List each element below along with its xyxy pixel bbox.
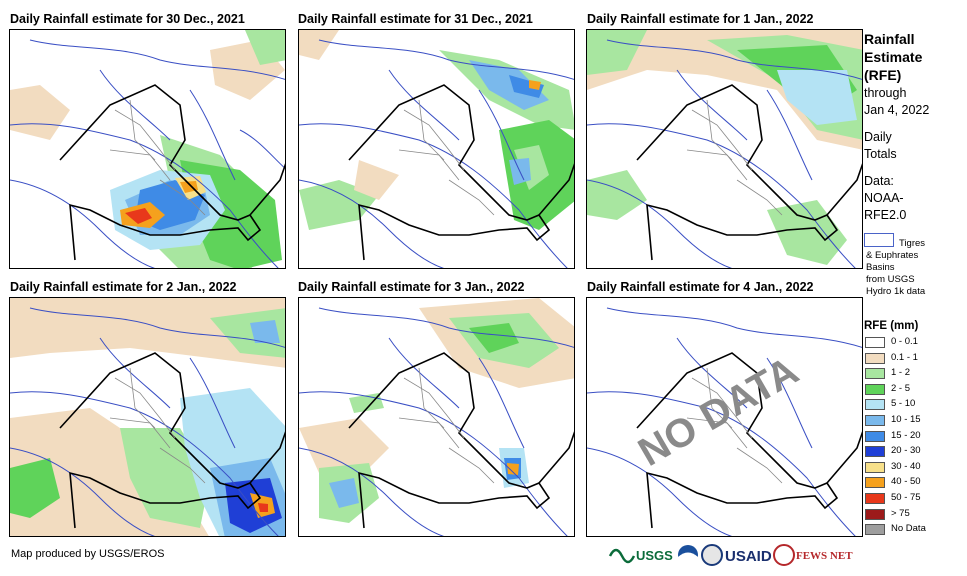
- through-label: through: [864, 86, 907, 100]
- data-label: Data:: [864, 174, 894, 188]
- panel-title-2jan: Daily Rainfall estimate for 2 Jan., 2022: [10, 280, 237, 294]
- legend-label: 0.1 - 1: [891, 351, 918, 363]
- province-lines: [109, 367, 206, 484]
- legend-swatch: [865, 399, 885, 411]
- legend-label: 50 - 75: [891, 492, 921, 503]
- legend-label: 1 - 2: [891, 367, 911, 379]
- sidebar-title: Rainfall Estimate (RFE): [864, 30, 922, 84]
- river-network: [10, 307, 285, 536]
- map-panel-1jan: [586, 29, 863, 269]
- legend-swatch: [865, 477, 885, 489]
- legend-label: 0 - 0.1: [891, 336, 918, 347]
- legend-swatch: [865, 383, 885, 395]
- legend-swatch: [865, 508, 885, 520]
- map-panel-4jan: NO DATA: [586, 297, 863, 537]
- legend-swatch: [865, 461, 885, 473]
- basin-label-5: Hydro 1k data: [866, 286, 926, 297]
- panel-title-30dec: Daily Rainfall estimate for 30 Dec., 202…: [10, 12, 245, 26]
- dhs-seal-icon: [701, 544, 723, 566]
- usaid-logo-text: USAID: [725, 548, 772, 565]
- legend-label: 5 - 10: [891, 398, 916, 410]
- legend-label: 2 - 5: [891, 382, 911, 394]
- legend-swatch: [865, 524, 885, 536]
- legend-label: 10 - 15: [891, 414, 921, 425]
- sidebar-title-line: (RFE): [864, 67, 902, 83]
- panel-title-4jan: Daily Rainfall estimate for 4 Jan., 2022: [587, 280, 814, 294]
- rain-area: [299, 30, 574, 230]
- sidebar-title-line: Estimate: [864, 49, 923, 65]
- noaa-logo: [678, 545, 698, 565]
- sidebar-title-line: Rainfall: [864, 31, 915, 47]
- legend-swatch: [865, 352, 885, 364]
- rain-area: [10, 298, 285, 536]
- legend-label: 30 - 40: [891, 460, 921, 472]
- basin-legend-swatch: [864, 233, 894, 247]
- country-border: [348, 84, 574, 261]
- legend-label: 15 - 20: [891, 429, 921, 441]
- country-border: [348, 352, 574, 529]
- totals-label: Totals: [864, 147, 897, 161]
- panel-title-3jan: Daily Rainfall estimate for 3 Jan., 2022: [298, 280, 525, 294]
- through-date: Jan 4, 2022: [864, 103, 930, 117]
- panel-title-1jan: Daily Rainfall estimate for 1 Jan., 2022: [587, 12, 814, 26]
- river-network: [587, 307, 862, 536]
- logo-strip: USGS USAID FEWS NET: [608, 542, 858, 568]
- river-network: [587, 39, 862, 268]
- province-lines: [686, 367, 783, 484]
- map-panel-2jan: [9, 297, 286, 537]
- map-panel-3jan: [298, 297, 575, 537]
- province-lines: [109, 99, 206, 216]
- country-border: [59, 352, 285, 529]
- usaid-logo: USAID: [725, 548, 772, 565]
- country-border: [636, 84, 862, 261]
- river-network: [10, 39, 285, 268]
- basin-label-3: Basins: [866, 262, 895, 273]
- legend-swatch: [865, 415, 885, 426]
- data-source-1: NOAA-: [864, 191, 904, 205]
- map-panel-31dec: [298, 29, 575, 269]
- legend-swatch: [865, 493, 885, 504]
- legend-swatch: [865, 368, 885, 380]
- rain-area: [299, 298, 574, 523]
- fews-net-logo: FEWS NET: [773, 544, 853, 566]
- rain-area: [10, 30, 285, 268]
- daily-label: Daily: [864, 130, 892, 144]
- fews-net-logo-text: FEWS NET: [796, 550, 853, 562]
- legend-swatch: [865, 446, 885, 458]
- legend-label: 20 - 30: [891, 445, 921, 457]
- country-border: [59, 84, 285, 261]
- province-lines: [398, 99, 495, 216]
- province-lines: [686, 99, 783, 216]
- river-network: [299, 39, 574, 268]
- panel-title-31dec: Daily Rainfall estimate for 31 Dec., 202…: [298, 12, 533, 26]
- no-data-label: NO DATA: [631, 349, 806, 475]
- legend-label: No Data: [891, 523, 926, 535]
- legend-swatch: [865, 430, 885, 442]
- data-source-2: RFE2.0: [864, 208, 907, 222]
- legend-label: > 75: [891, 507, 910, 519]
- basin-label-1: Tigres: [899, 238, 926, 249]
- basin-label-4: from USGS: [866, 274, 915, 285]
- legend-label: 40 - 50: [891, 476, 921, 488]
- credit-text: Map produced by USGS/EROS: [11, 548, 165, 560]
- country-border: [636, 352, 862, 529]
- usgs-logo-text: USGS: [636, 548, 673, 563]
- legend-swatch: [865, 337, 885, 348]
- map-panel-30dec: [9, 29, 286, 269]
- legend-title: RFE (mm): [864, 320, 919, 332]
- usgs-logo: USGS: [608, 548, 673, 564]
- province-lines: [398, 367, 495, 484]
- river-network: [299, 307, 574, 536]
- basin-label-2: & Euphrates: [866, 250, 919, 261]
